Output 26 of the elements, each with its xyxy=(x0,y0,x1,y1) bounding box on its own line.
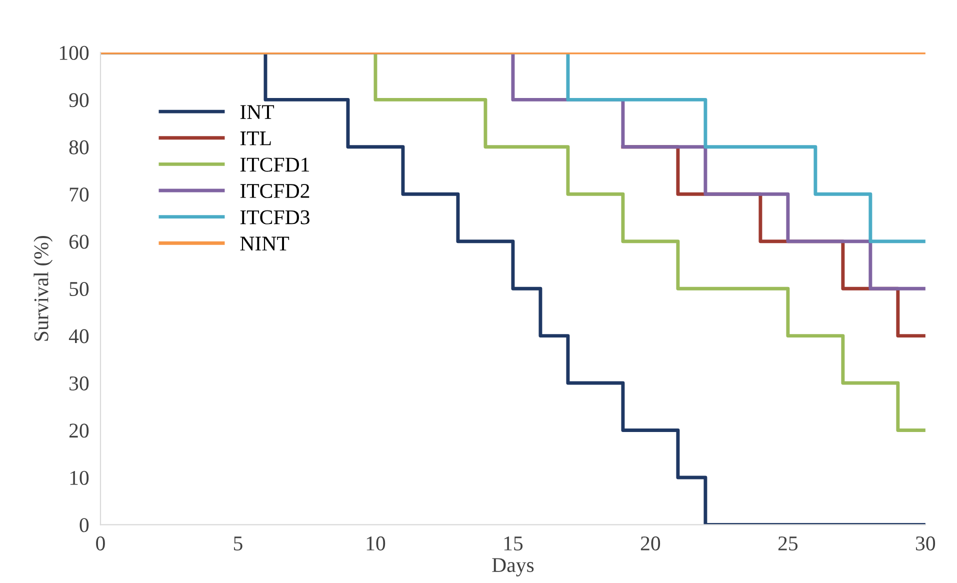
y-tick-label: 100 xyxy=(60,46,89,60)
x-tick-label: 25 xyxy=(778,536,798,550)
legend-label: ITL xyxy=(240,132,271,146)
y-tick-label: 0 xyxy=(80,518,89,532)
x-tick-label: 15 xyxy=(504,536,523,550)
legend-label: ITCFD3 xyxy=(240,210,310,224)
x-tick-label: 10 xyxy=(366,536,386,550)
x-tick-label: 0 xyxy=(96,536,105,550)
x-tick-label: 20 xyxy=(640,536,660,550)
x-axis-title: Days xyxy=(492,558,534,576)
y-tick-label: 10 xyxy=(70,470,89,485)
y-tick-label: 70 xyxy=(70,188,89,202)
legend-label: ITCFD2 xyxy=(240,184,310,198)
y-tick-label: 80 xyxy=(69,140,89,154)
y-tick-label: 50 xyxy=(70,282,89,296)
x-tick-label: 30 xyxy=(916,536,936,550)
y-axis-title: Survival (%) xyxy=(34,236,53,341)
y-tick-label: 30 xyxy=(70,376,89,390)
y-tick-label: 40 xyxy=(68,329,89,344)
legend-label: INT xyxy=(240,105,274,119)
y-tick-label: 60 xyxy=(69,234,89,249)
legend-label: NINT xyxy=(240,236,290,250)
y-tick-label: 20 xyxy=(69,424,89,438)
x-tick-label: 5 xyxy=(234,536,242,550)
legend-label: ITCFD1 xyxy=(240,158,310,172)
y-tick-label: 90 xyxy=(69,93,89,108)
